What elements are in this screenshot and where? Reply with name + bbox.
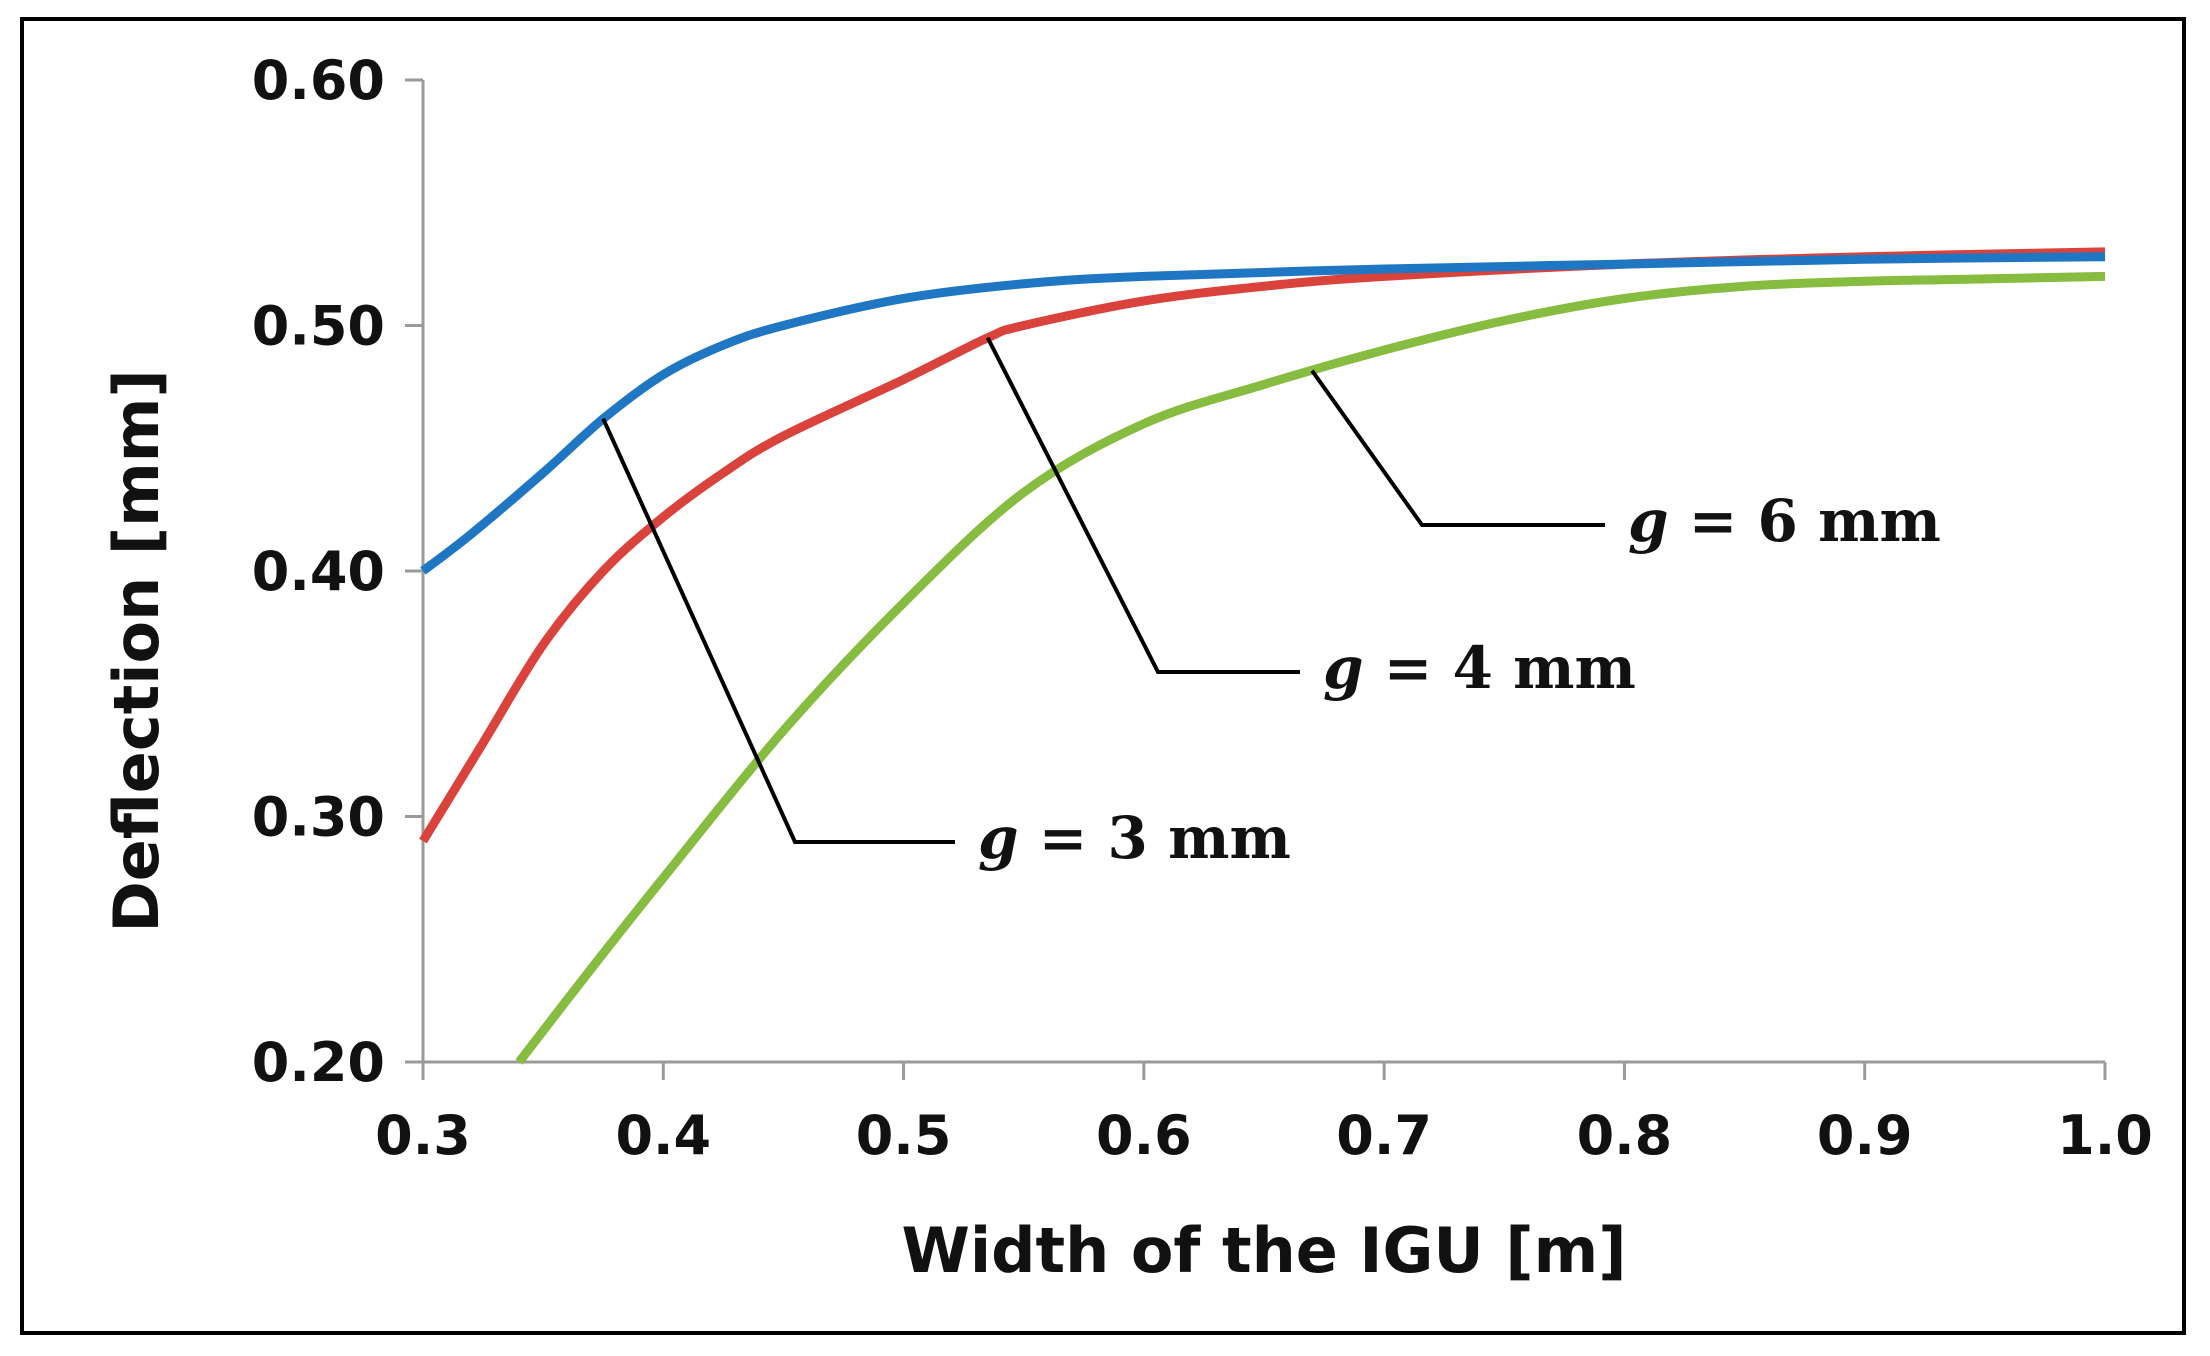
annotation-label: g = 3 mm <box>978 804 1291 872</box>
annotation-label: g = 6 mm <box>1628 487 1941 555</box>
series-layer <box>419 247 2106 1065</box>
y-tick-label: 0.60 <box>252 49 385 112</box>
annotation-leader <box>985 336 1300 674</box>
x-tick-label: 0.7 <box>1336 1104 1432 1167</box>
y-axis-title: Deflection [mm] <box>100 369 173 932</box>
x-tick-label: 0.4 <box>615 1104 711 1167</box>
x-axis-title: Width of the IGU [m] <box>901 1214 1626 1287</box>
annotation-value: = 4 mm <box>1364 634 1636 702</box>
annotation-value: = 6 mm <box>1669 487 1941 555</box>
annotation-value: = 3 mm <box>1019 804 1291 872</box>
x-tick-label: 0.8 <box>1577 1104 1673 1167</box>
y-tick-label: 0.50 <box>252 295 385 358</box>
x-tick-label: 0.5 <box>856 1104 952 1167</box>
annotation-variable: g <box>1628 487 1669 555</box>
annotation-variable: g <box>978 804 1019 872</box>
y-tick-label: 0.30 <box>252 786 385 849</box>
annotations: g = 3 mmg = 4 mmg = 6 mm <box>601 336 1941 872</box>
x-tick-label: 0.9 <box>1817 1104 1913 1167</box>
x-tick-label: 0.3 <box>375 1104 471 1167</box>
annotation-label: g = 4 mm <box>1323 634 1636 702</box>
annotation-variable: g <box>1323 634 1364 702</box>
series-line-2 <box>515 271 2106 1065</box>
annotation-leader <box>601 417 955 844</box>
x-tick-label: 1.0 <box>2057 1104 2153 1167</box>
chart-frame <box>20 17 2186 1335</box>
annotation-leader <box>1310 369 1605 527</box>
x-tick-label: 0.6 <box>1096 1104 1192 1167</box>
axes: 0.20 0.30 0.40 0.50 0.60 0.3 0.4 0.5 0.6 0.7 0.8 0.… <box>252 49 2153 1167</box>
y-tick-label: 0.40 <box>252 540 385 603</box>
y-tick-label: 0.20 <box>252 1031 385 1094</box>
series-line-0 <box>420 252 2106 575</box>
